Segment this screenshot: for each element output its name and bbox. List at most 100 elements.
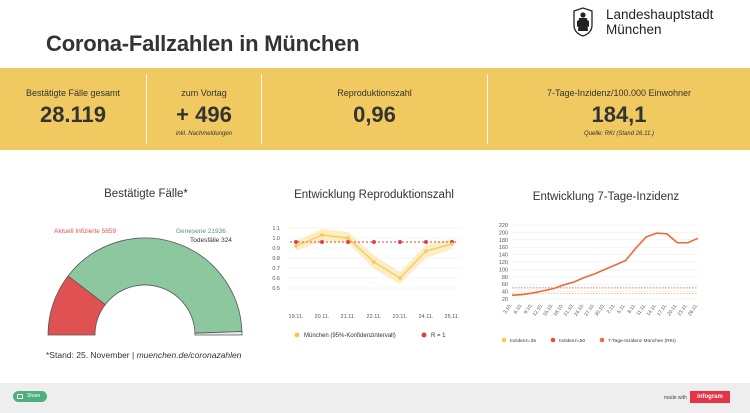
inc-ytick-label: 80 [502,275,508,281]
inc-xtick-label: 3.10. [502,303,513,316]
kpi-previous-day: zum Vortag + 496 inkl. Nachmeldungen [147,68,261,150]
r-legend-series: München (95%-Konfidenzintervall) [304,333,396,339]
inc-legend-35: Inzidenz=35 [510,338,536,344]
incidence-panel-title: Entwicklung 7-Tage-Inzidenz [532,191,680,203]
inc-xtick-label: 6.10. [513,303,524,316]
r-reference-point [294,240,298,244]
inc-ytick-label: 20 [502,297,508,303]
inc-ytick-label: 180 [499,238,508,244]
infogram-logo[interactable]: infogram [690,391,730,403]
cases-panel-title: Bestätigte Fälle* [104,188,188,200]
r-ytick-label: 0.8 [272,256,280,262]
inc-ytick-label: 100 [499,267,508,273]
donut-slice-todesfälle [194,331,243,336]
r-xtick-label: 21.11. [341,314,356,320]
kpi-incidence: 7-Tage-Inzidenz/100.000 Einwohner 184,1 … [488,68,750,150]
kpi-divider [261,74,262,144]
stand-note: *Stand: 25. November | muenchen.de/coron… [46,350,241,360]
r-series-point [294,244,298,248]
kpi-label: Bestätigte Fälle gesamt [25,88,121,98]
inc-ytick-label: 60 [502,282,508,288]
r-reference-point [398,240,402,244]
kpi-label: zum Vortag [181,88,227,98]
made-with-label: made with [664,395,687,401]
donut-slice-genesene [67,237,243,334]
logo-line-1: Landeshauptstadt [606,7,714,22]
inc-xtick-label: 26.11. [687,303,700,318]
r-panel-title: Entwicklung Reproduktionszahl [294,189,454,201]
r-series-point [398,276,402,280]
share-label: Share [27,393,41,399]
inc-xtick-label: 9.10. [523,303,534,316]
inc-ytick-label: 120 [499,260,508,266]
kpi-band: Bestätigte Fälle gesamt 28.119 zum Vorta… [0,68,750,150]
r-series-point [372,260,376,264]
r-ytick-label: 0.9 [272,246,280,252]
inc-ytick-label: 200 [499,230,508,236]
stand-source-link[interactable]: muenchen.de/coronazahlen [136,350,242,360]
donut-label-deaths: Todesfälle 324 [190,237,232,244]
r-series-point [424,249,428,253]
inc-xtick-label: 2.11. [606,303,617,315]
r-xtick-label: 23.11. [393,314,408,320]
kpi-value: 28.119 [39,102,107,127]
kpi-divider [146,74,147,144]
logo-text: Landeshauptstadt München [606,7,713,37]
r-ytick-label: 1.0 [272,236,280,242]
kpi-label: 7-Tage-Inzidenz/100.000 Einwohner [546,88,692,98]
donut-label-recovered: Genesene 21936 [176,228,226,235]
kpi-value: 0,96 [353,102,396,127]
r-xtick-label: 19.11. [289,314,304,320]
inc-legend-main: 7-Tage-Inzidenz München (RKI) [608,338,676,344]
logo-line-2: München [606,22,662,37]
r-xtick-label: 20.11. [315,314,330,320]
r-ytick-label: 0.6 [272,276,280,282]
r-xtick-label: 24.11. [419,314,434,320]
kpi-label: Reproduktionszahl [337,88,412,98]
donut-label-infected: Aktuell Infizierte 5859 [54,228,117,235]
share-button[interactable]: Share [13,391,47,402]
kpi-reproduction: Reproduktionszahl 0,96 [262,68,487,150]
munich-coat-of-arms-icon [573,7,593,37]
r-legend-swatch-series [294,332,300,338]
footer: Share made with infogram [0,383,750,413]
r-reference-point [346,240,350,244]
r-xtick-label: 25.11. [445,314,460,320]
r-reference-point [372,240,376,244]
kpi-note: inkl. Nachmeldungen [175,131,233,137]
r-ytick-label: 0.5 [272,286,280,292]
r-confidence-band [296,229,452,284]
kpi-value: 184,1 [591,102,647,127]
inc-legend-swatch-main [599,337,605,343]
kpi-note: Quelle: RKI (Stand 26.11.) [584,131,654,137]
inc-ytick-label: 40 [502,290,508,296]
cases-donut-chart: Aktuell Infizierte 5859 Genesene 21936 Tod… [47,228,243,336]
city-logo[interactable]: Landeshauptstadt München [572,7,713,37]
reproduction-chart: 1.1 1.0 0.9 0.8 0.7 0.6 0.5 19.11. 20.11. 21.11. 2… [272,226,460,339]
r-xtick-label: 22.11. [367,314,382,320]
share-icon [17,394,23,399]
r-series-point [346,236,350,240]
inc-xtick-label: 30.10. [594,303,607,318]
r-reference-point [320,240,324,244]
inc-series-line [511,232,699,297]
inc-legend-50: Inzidenz=50 [559,338,585,344]
page-title: Corona-Fallzahlen in München [46,31,360,56]
inc-xtick-label: 5.11. [616,303,627,315]
kpi-value: + 496 [176,102,232,127]
stand-text: *Stand: 25. November | [46,350,137,360]
inc-legend-swatch-35 [501,337,507,343]
r-legend-swatch-ref [421,332,427,338]
inc-xtick-label: 8.11. [627,303,638,315]
r-reference-point [424,240,428,244]
r-series-point [450,242,454,246]
r-series-point [320,233,324,237]
inc-ytick-label: 140 [499,253,508,259]
kpi-total-cases: Bestätigte Fälle gesamt 28.119 [0,68,146,150]
r-legend-ref: R = 1 [431,333,446,339]
inc-ytick-label: 220 [499,223,508,229]
r-ytick-label: 1.1 [272,226,280,232]
r-ytick-label: 0.7 [272,266,280,272]
inc-legend-swatch-50 [550,337,556,343]
